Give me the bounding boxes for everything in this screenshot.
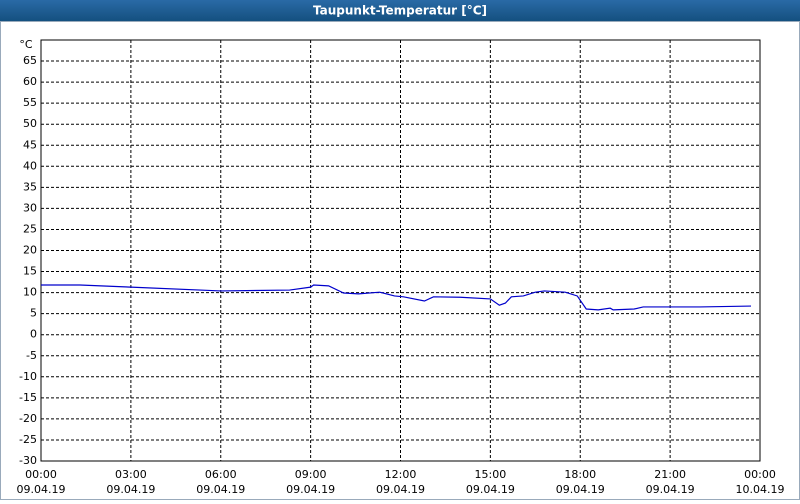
y-tick-label: 25 bbox=[23, 222, 37, 235]
x-tick-date: 09.04.19 bbox=[106, 483, 155, 496]
x-tick-date: 09.04.19 bbox=[17, 483, 66, 496]
chart-title: Taupunkt-Temperatur [°C] bbox=[313, 4, 487, 18]
title-bar bbox=[0, 0, 800, 21]
y-tick-label: 5 bbox=[30, 307, 37, 320]
x-tick-label: 00:00 bbox=[25, 468, 57, 481]
x-tick-label: 18:00 bbox=[564, 468, 596, 481]
y-tick-label: -25 bbox=[19, 433, 37, 446]
y-tick-label: 35 bbox=[23, 180, 37, 193]
x-tick-date: 09.04.19 bbox=[196, 483, 245, 496]
x-tick-label: 06:00 bbox=[205, 468, 237, 481]
x-tick-label: 09:00 bbox=[295, 468, 327, 481]
y-tick-label: 10 bbox=[23, 286, 37, 299]
y-tick-label: 65 bbox=[23, 54, 37, 67]
y-tick-label: 55 bbox=[23, 96, 37, 109]
x-tick-date: 09.04.19 bbox=[646, 483, 695, 496]
y-tick-label: 60 bbox=[23, 75, 37, 88]
y-tick-label: 40 bbox=[23, 159, 37, 172]
x-tick-label: 21:00 bbox=[654, 468, 686, 481]
y-tick-label: -30 bbox=[19, 454, 37, 467]
y-tick-label: 50 bbox=[23, 117, 37, 130]
x-tick-date: 09.04.19 bbox=[376, 483, 425, 496]
x-tick-date: 09.04.19 bbox=[286, 483, 335, 496]
data-line bbox=[41, 284, 752, 311]
y-tick-label: -10 bbox=[19, 370, 37, 383]
y-tick-label: 20 bbox=[23, 244, 37, 257]
y-tick-label: -15 bbox=[19, 391, 37, 404]
x-tick-date: 09.04.19 bbox=[556, 483, 605, 496]
x-tick-label: 12:00 bbox=[385, 468, 417, 481]
y-tick-label: 0 bbox=[30, 328, 37, 341]
x-tick-label: 03:00 bbox=[115, 468, 147, 481]
y-tick-label: -20 bbox=[19, 412, 37, 425]
x-tick-label: 00:00 bbox=[744, 468, 776, 481]
x-tick-date: 10.04.19 bbox=[736, 483, 785, 496]
y-axis-label: °C bbox=[19, 38, 33, 51]
y-tick-label: 30 bbox=[23, 201, 37, 214]
y-tick-label: 45 bbox=[23, 138, 37, 151]
x-tick-label: 15:00 bbox=[475, 468, 507, 481]
y-tick-label: -5 bbox=[26, 349, 37, 362]
y-tick-label: 15 bbox=[23, 265, 37, 278]
x-tick-date: 09.04.19 bbox=[466, 483, 515, 496]
